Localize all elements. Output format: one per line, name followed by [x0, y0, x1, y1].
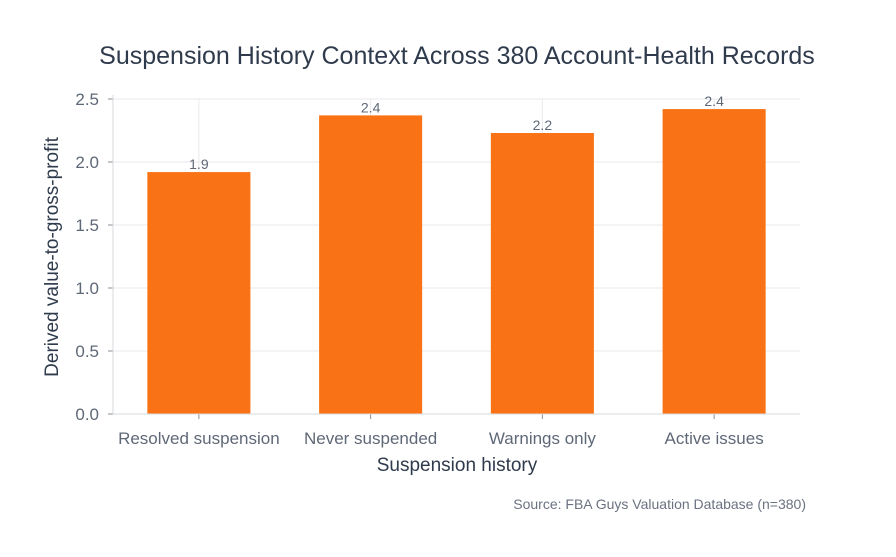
- x-tick-label: Never suspended: [304, 429, 437, 448]
- y-tick-label: 2.0: [75, 153, 99, 172]
- source-note: Source: FBA Guys Valuation Database (n=3…: [513, 496, 806, 512]
- chart-title: Suspension History Context Across 380 Ac…: [99, 42, 815, 70]
- axes: 0.0 0.5 1.0 1.5 2.0 2.5 Resolved suspension Nev…: [75, 90, 800, 448]
- bar-data-label: 2.4: [704, 93, 724, 109]
- y-tick-label: 1.0: [75, 279, 99, 298]
- data-labels: 1.9 2.4 2.2 2.4: [189, 93, 724, 172]
- y-tick-label: 0.0: [75, 405, 99, 424]
- bar-data-label: 2.2: [533, 117, 553, 133]
- x-tick-label: Active issues: [665, 429, 764, 448]
- bar: [490, 133, 594, 414]
- x-tick-label: Resolved suspension: [118, 429, 280, 448]
- x-tick-label: Warnings only: [489, 429, 597, 448]
- bar: [662, 109, 766, 414]
- bar-data-label: 2.4: [361, 99, 381, 115]
- y-tick-label: 1.5: [75, 216, 99, 235]
- bar: [319, 115, 423, 414]
- y-tick-label: 2.5: [75, 90, 99, 109]
- bar-data-label: 1.9: [189, 156, 209, 172]
- y-axis-label: Derived value-to-gross-profit: [42, 136, 63, 376]
- y-tick-label: 0.5: [75, 342, 99, 361]
- bars: [147, 109, 766, 414]
- x-axis-label: Suspension history: [377, 455, 538, 476]
- bar: [147, 172, 251, 414]
